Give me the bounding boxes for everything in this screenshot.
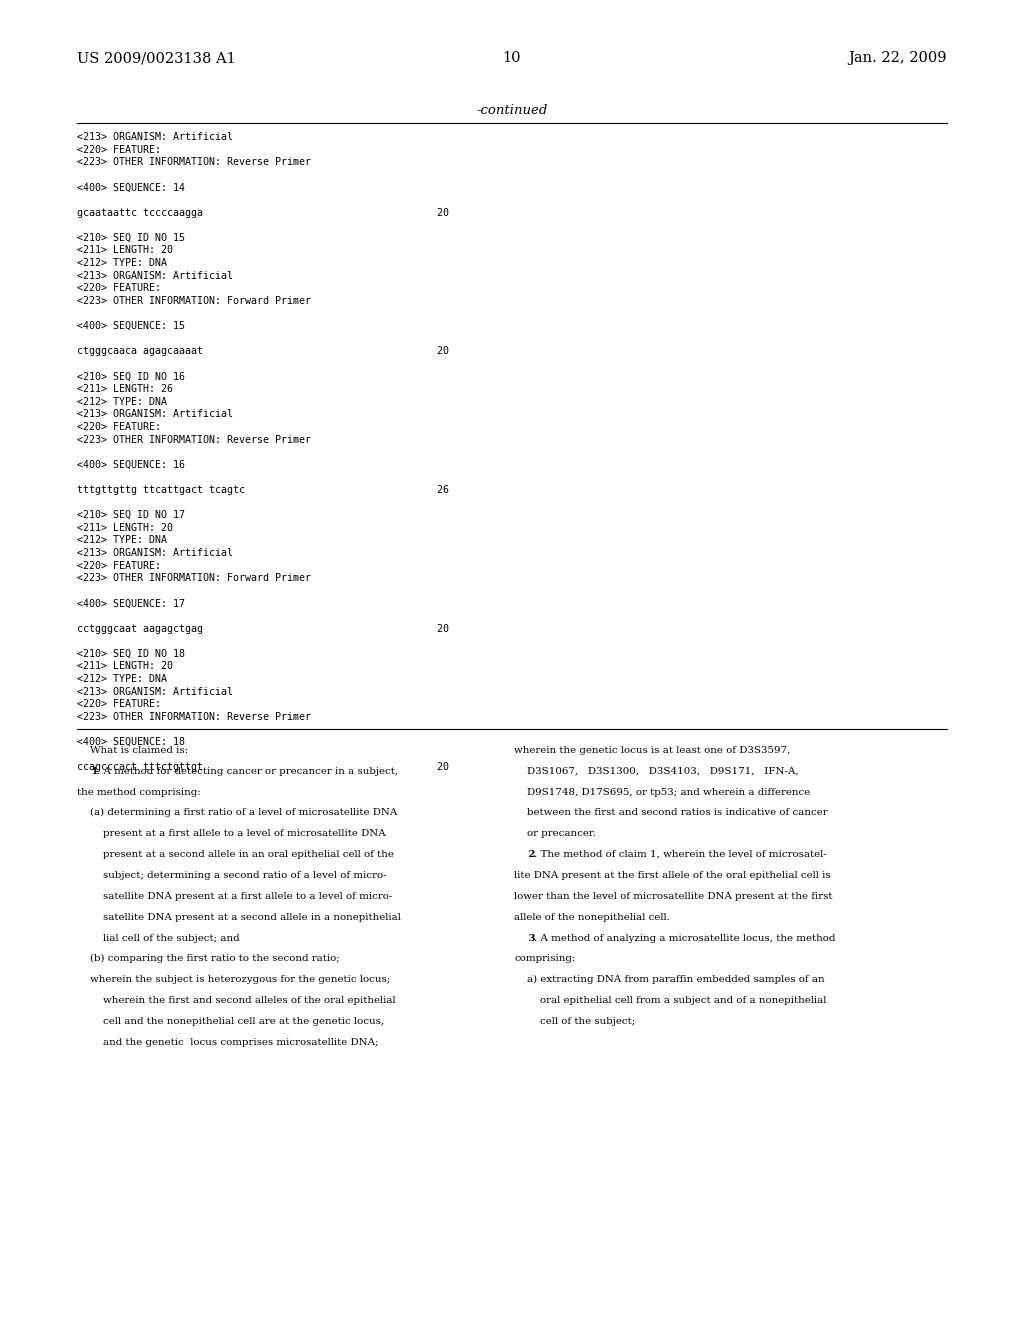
Text: <210> SEQ ID NO 18: <210> SEQ ID NO 18 (77, 649, 184, 659)
Text: wherein the genetic locus is at least one of D3S3597,: wherein the genetic locus is at least on… (514, 746, 791, 755)
Text: cell of the subject;: cell of the subject; (514, 1016, 635, 1026)
Text: <220> FEATURE:: <220> FEATURE: (77, 700, 161, 709)
Text: oral epithelial cell from a subject and of a nonepithelial: oral epithelial cell from a subject and … (514, 997, 826, 1005)
Text: <211> LENGTH: 20: <211> LENGTH: 20 (77, 523, 173, 533)
Text: <220> FEATURE:: <220> FEATURE: (77, 284, 161, 293)
Text: D3S1067,   D3S1300,   D3S4103,   D9S171,   IFN-A,: D3S1067, D3S1300, D3S4103, D9S171, IFN-A… (514, 767, 799, 776)
Text: present at a second allele in an oral epithelial cell of the: present at a second allele in an oral ep… (77, 850, 393, 859)
Text: <223> OTHER INFORMATION: Reverse Primer: <223> OTHER INFORMATION: Reverse Primer (77, 157, 311, 168)
Text: cell and the nonepithelial cell are at the genetic locus,: cell and the nonepithelial cell are at t… (77, 1016, 384, 1026)
Text: Jan. 22, 2009: Jan. 22, 2009 (849, 51, 947, 65)
Text: tttgttgttg ttcattgact tcagtc                                26: tttgttgttg ttcattgact tcagtc 26 (77, 484, 449, 495)
Text: comprising:: comprising: (514, 954, 575, 964)
Text: <213> ORGANISM: Artificial: <213> ORGANISM: Artificial (77, 271, 232, 281)
Text: (a) determining a first ratio of a level of microsatellite DNA: (a) determining a first ratio of a level… (77, 808, 397, 817)
Text: satellite DNA present at a first allele to a level of micro-: satellite DNA present at a first allele … (77, 892, 392, 900)
Text: <211> LENGTH: 20: <211> LENGTH: 20 (77, 246, 173, 256)
Text: <400> SEQUENCE: 15: <400> SEQUENCE: 15 (77, 321, 184, 331)
Text: <210> SEQ ID NO 16: <210> SEQ ID NO 16 (77, 371, 184, 381)
Text: a) extracting DNA from paraffin embedded samples of an: a) extracting DNA from paraffin embedded… (514, 975, 824, 985)
Text: . The method of claim 1, wherein the level of microsatel-: . The method of claim 1, wherein the lev… (534, 850, 826, 859)
Text: <213> ORGANISM: Artificial: <213> ORGANISM: Artificial (77, 686, 232, 697)
Text: lial cell of the subject; and: lial cell of the subject; and (77, 933, 240, 942)
Text: US 2009/0023138 A1: US 2009/0023138 A1 (77, 51, 236, 65)
Text: wherein the first and second alleles of the oral epithelial: wherein the first and second alleles of … (77, 997, 395, 1005)
Text: <223> OTHER INFORMATION: Forward Primer: <223> OTHER INFORMATION: Forward Primer (77, 573, 311, 583)
Text: between the first and second ratios is indicative of cancer: between the first and second ratios is i… (514, 808, 827, 817)
Text: <223> OTHER INFORMATION: Reverse Primer: <223> OTHER INFORMATION: Reverse Primer (77, 434, 311, 445)
Text: 1: 1 (77, 767, 98, 776)
Text: ctgggcaaca agagcaaaat                                       20: ctgggcaaca agagcaaaat 20 (77, 346, 449, 356)
Text: <211> LENGTH: 26: <211> LENGTH: 26 (77, 384, 173, 395)
Text: wherein the subject is heterozygous for the genetic locus;: wherein the subject is heterozygous for … (77, 975, 390, 985)
Text: <212> TYPE: DNA: <212> TYPE: DNA (77, 397, 167, 407)
Text: <400> SEQUENCE: 14: <400> SEQUENCE: 14 (77, 182, 184, 193)
Text: D9S1748, D17S695, or tp53; and wherein a difference: D9S1748, D17S695, or tp53; and wherein a… (514, 788, 810, 796)
Text: <210> SEQ ID NO 17: <210> SEQ ID NO 17 (77, 510, 184, 520)
Text: <213> ORGANISM: Artificial: <213> ORGANISM: Artificial (77, 548, 232, 558)
Text: gcaataattc tccccaagga                                       20: gcaataattc tccccaagga 20 (77, 207, 449, 218)
Text: <220> FEATURE:: <220> FEATURE: (77, 145, 161, 154)
Text: <213> ORGANISM: Artificial: <213> ORGANISM: Artificial (77, 409, 232, 420)
Text: 10: 10 (503, 51, 521, 65)
Text: -continued: -continued (476, 104, 548, 117)
Text: the method comprising:: the method comprising: (77, 788, 201, 796)
Text: satellite DNA present at a second allele in a nonepithelial: satellite DNA present at a second allele… (77, 912, 400, 921)
Text: What is claimed is:: What is claimed is: (77, 746, 188, 755)
Text: <400> SEQUENCE: 18: <400> SEQUENCE: 18 (77, 737, 184, 747)
Text: <212> TYPE: DNA: <212> TYPE: DNA (77, 259, 167, 268)
Text: <213> ORGANISM: Artificial: <213> ORGANISM: Artificial (77, 132, 232, 143)
Text: . A method of analyzing a microsatellite locus, the method: . A method of analyzing a microsatellite… (534, 933, 836, 942)
Text: <212> TYPE: DNA: <212> TYPE: DNA (77, 675, 167, 684)
Text: <223> OTHER INFORMATION: Reverse Primer: <223> OTHER INFORMATION: Reverse Primer (77, 711, 311, 722)
Text: . A method for detecting cancer or precancer in a subject,: . A method for detecting cancer or preca… (96, 767, 397, 776)
Text: <223> OTHER INFORMATION: Forward Primer: <223> OTHER INFORMATION: Forward Primer (77, 296, 311, 306)
Text: <210> SEQ ID NO 15: <210> SEQ ID NO 15 (77, 232, 184, 243)
Text: 2: 2 (514, 850, 536, 859)
Text: <400> SEQUENCE: 16: <400> SEQUENCE: 16 (77, 459, 184, 470)
Text: present at a first allele to a level of microsatellite DNA: present at a first allele to a level of … (77, 829, 385, 838)
Text: 3: 3 (514, 933, 536, 942)
Text: <220> FEATURE:: <220> FEATURE: (77, 422, 161, 432)
Text: subject; determining a second ratio of a level of micro-: subject; determining a second ratio of a… (77, 871, 386, 880)
Text: cctgggcaat aagagctgag                                       20: cctgggcaat aagagctgag 20 (77, 623, 449, 634)
Text: <211> LENGTH: 20: <211> LENGTH: 20 (77, 661, 173, 672)
Text: or precancer.: or precancer. (514, 829, 596, 838)
Text: (b) comparing the first ratio to the second ratio;: (b) comparing the first ratio to the sec… (77, 954, 340, 964)
Text: ccagcccact tttctgttgt                                       20: ccagcccact tttctgttgt 20 (77, 762, 449, 772)
Text: <400> SEQUENCE: 17: <400> SEQUENCE: 17 (77, 598, 184, 609)
Text: <220> FEATURE:: <220> FEATURE: (77, 561, 161, 570)
Text: lite DNA present at the first allele of the oral epithelial cell is: lite DNA present at the first allele of … (514, 871, 830, 880)
Text: and the genetic  locus comprises microsatellite DNA;: and the genetic locus comprises microsat… (77, 1038, 378, 1047)
Text: lower than the level of microsatellite DNA present at the first: lower than the level of microsatellite D… (514, 892, 833, 900)
Text: <212> TYPE: DNA: <212> TYPE: DNA (77, 536, 167, 545)
Text: allele of the nonepithelial cell.: allele of the nonepithelial cell. (514, 912, 670, 921)
